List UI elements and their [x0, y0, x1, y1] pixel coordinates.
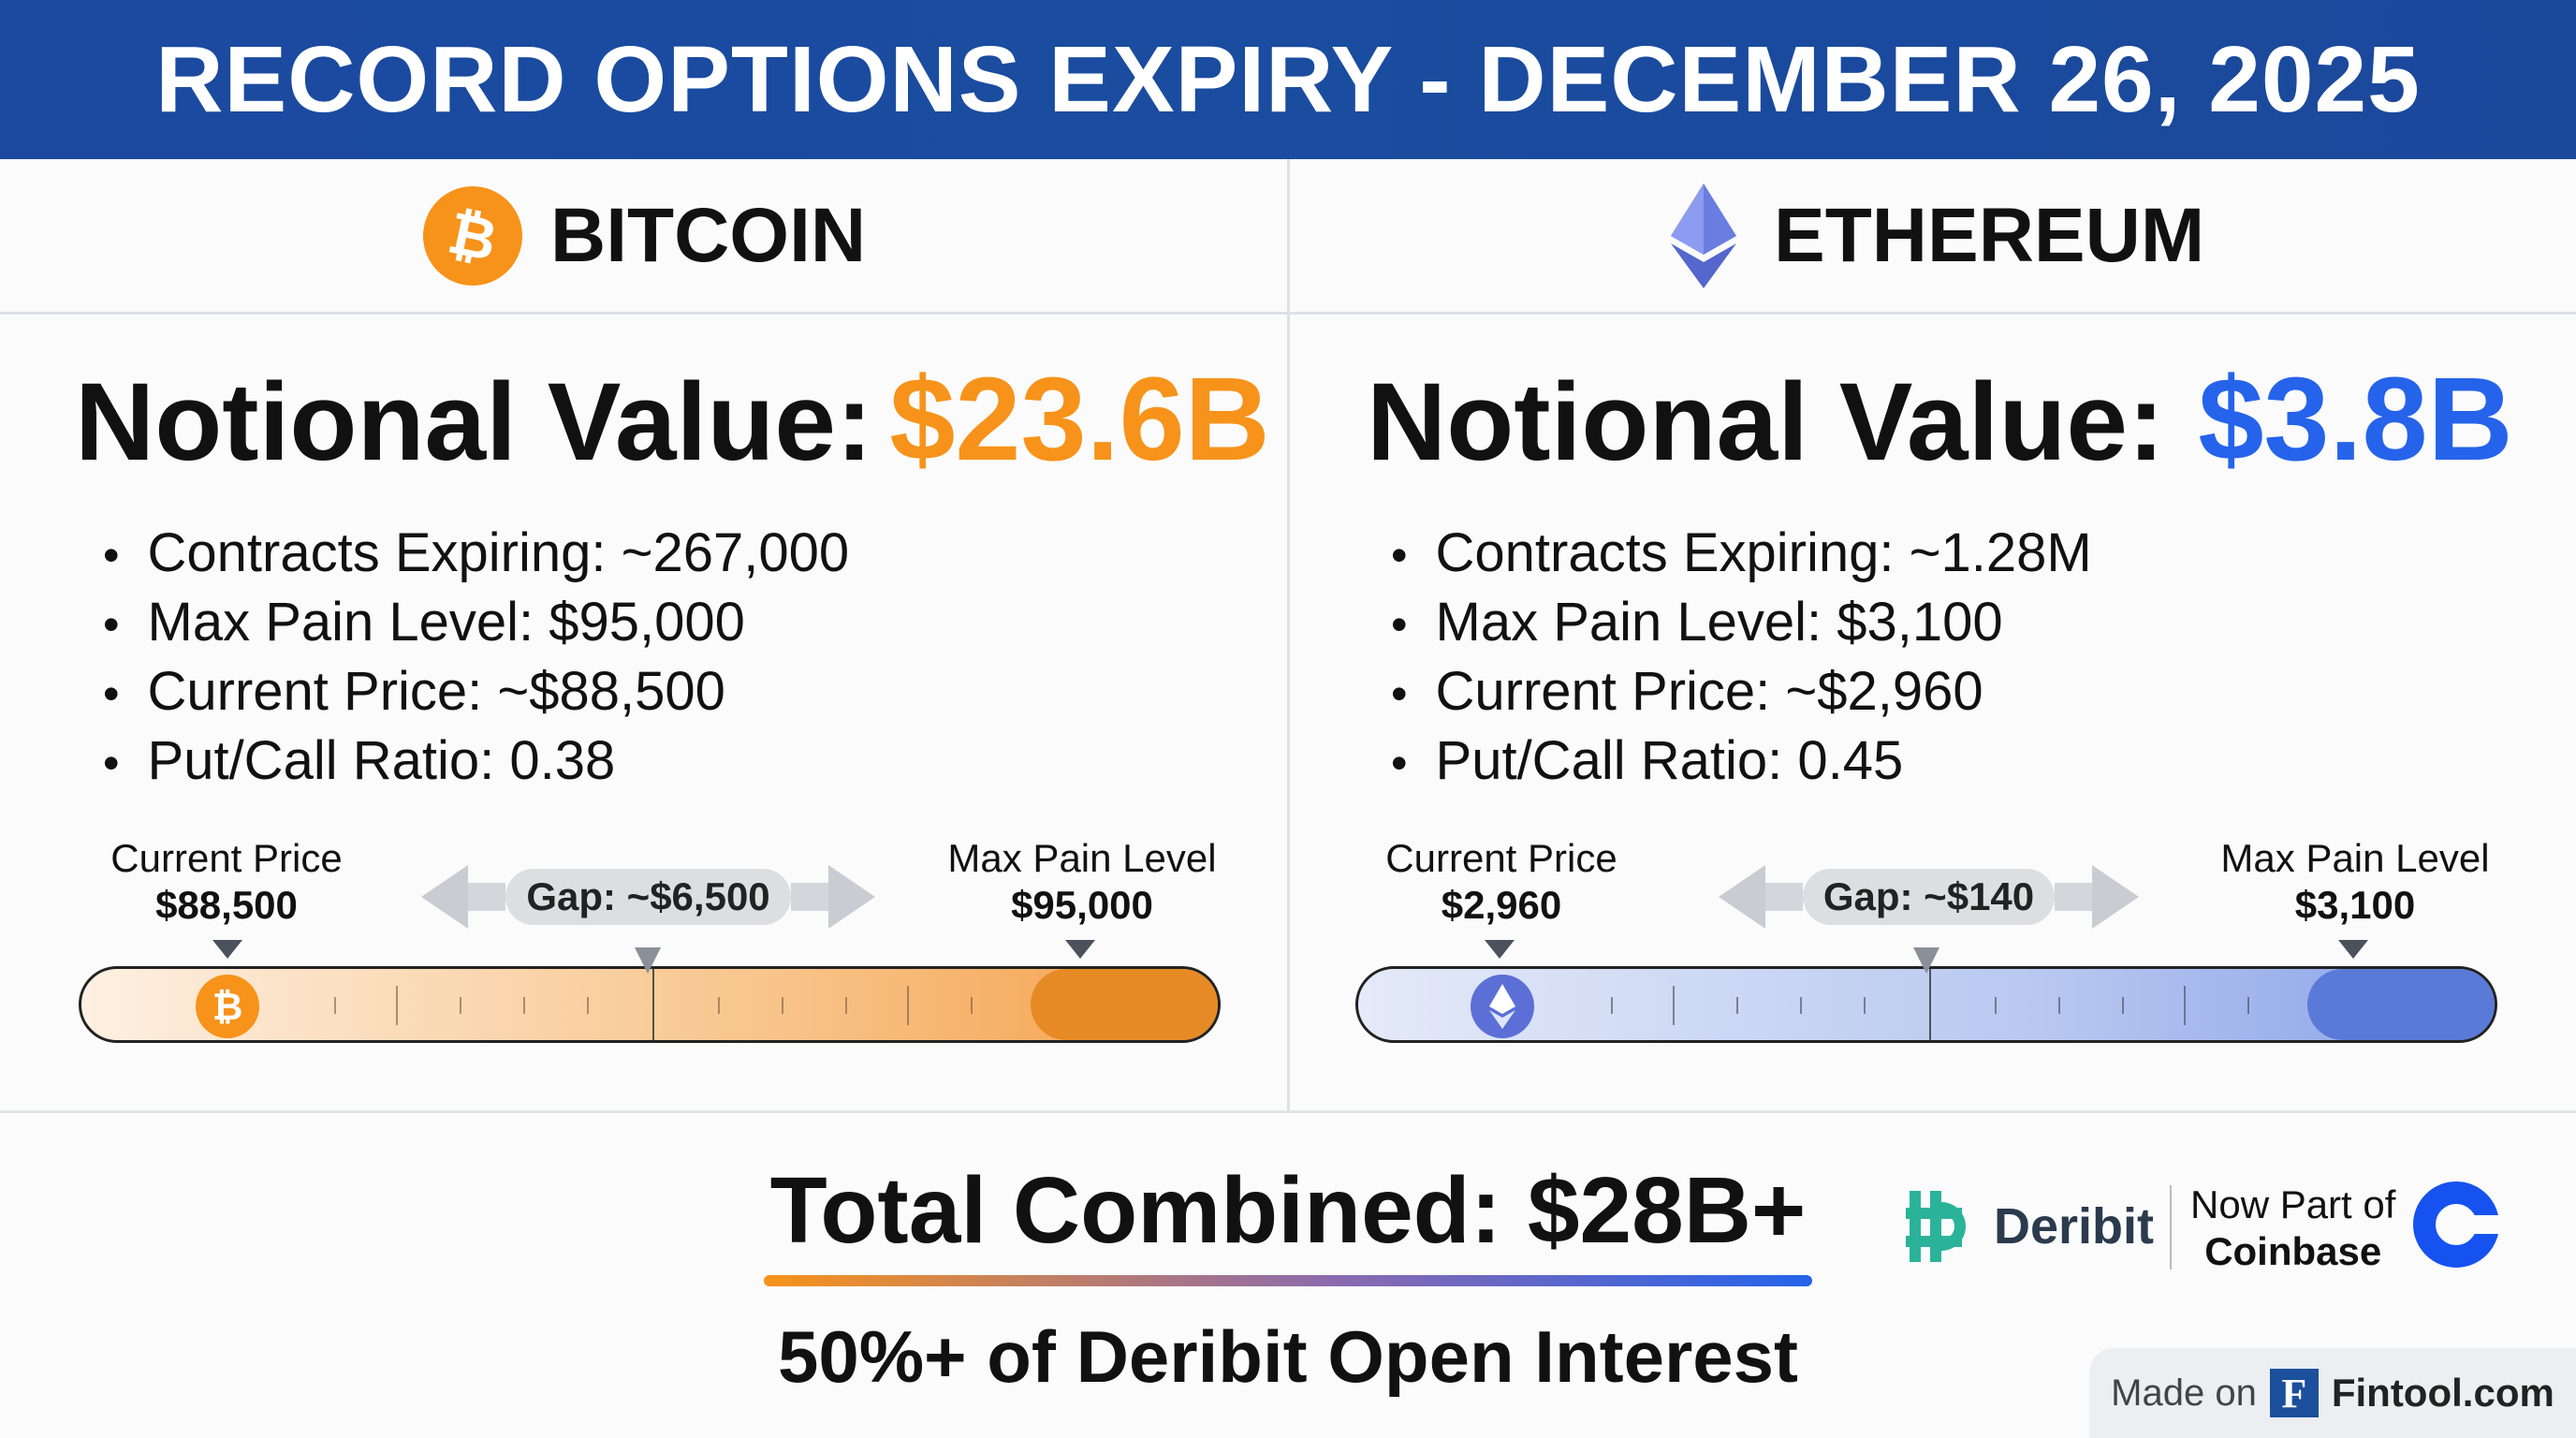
- value: $88,500: [155, 883, 298, 927]
- ethereum-notional: Notional Value: $3.8B: [1367, 351, 2513, 487]
- marker-icon: [1065, 940, 1095, 959]
- ethereum-price-bar: [1355, 966, 2497, 1043]
- coinbase-name: Coinbase: [2204, 1229, 2382, 1273]
- list-item: Contracts Expiring: ~267,000: [103, 520, 850, 589]
- arrow-right-icon: [827, 865, 875, 929]
- notional-value: $23.6B: [889, 353, 1270, 485]
- current-price-label: Current Price $2,960: [1342, 835, 1661, 929]
- ethereum-stats: Contracts Expiring: ~1.28M Max Pain Leve…: [1391, 520, 2092, 797]
- value: $2,960: [1441, 883, 1562, 927]
- gradient-underline: [764, 1275, 1812, 1286]
- bitcoin-header: ₿ BITCOIN: [423, 159, 866, 312]
- bitcoin-title: BITCOIN: [550, 192, 867, 278]
- notional-value: $3.8B: [2198, 353, 2513, 485]
- coinbase-text: Now Part of Coinbase: [2190, 1181, 2395, 1275]
- notional-label: Notional Value:: [1367, 360, 2165, 484]
- label: Max Pain Level: [2220, 836, 2490, 880]
- bitcoin-icon: ₿: [196, 975, 259, 1038]
- list-item: Max Pain Level: $95,000: [103, 589, 849, 658]
- ethereum-header: ETHEREUM: [1671, 159, 2204, 312]
- divider: [1287, 159, 1290, 1110]
- ethereum-icon: [1471, 975, 1534, 1038]
- fintool-logo-icon: F: [2269, 1369, 2319, 1417]
- list-item: Contracts Expiring: ~1.28M: [1391, 520, 2092, 589]
- value: $95,000: [1011, 883, 1153, 927]
- gap-indicator: Gap: ~$140: [1674, 859, 2184, 934]
- divider: [0, 1110, 2576, 1113]
- coinbase-icon: [2413, 1181, 2499, 1268]
- list-item: Current Price: ~$2,960: [1391, 658, 2092, 727]
- bitcoin-notional: Notional Value: $23.6B: [75, 351, 1270, 487]
- max-pain-label: Max Pain Level $95,000: [923, 835, 1241, 929]
- marker-icon: [212, 940, 242, 959]
- gap-label: Gap: ~$140: [1802, 869, 2056, 925]
- subtitle: 50%+ of Deribit Open Interest: [777, 1315, 1799, 1398]
- arrow-right-icon: [2092, 865, 2140, 929]
- list-item: Put/Call Ratio: 0.38: [103, 727, 849, 797]
- marker-icon: [1485, 940, 1515, 959]
- bitcoin-price-bar: ₿: [79, 966, 1221, 1043]
- current-price-label: Current Price $88,500: [67, 835, 386, 929]
- value: $3,100: [2294, 883, 2416, 927]
- label: Max Pain Level: [947, 836, 1217, 880]
- list-item: Put/Call Ratio: 0.45: [1391, 727, 2092, 797]
- total-combined: Total Combined: $28B+: [769, 1158, 1807, 1263]
- deribit-icon: [1906, 1191, 1966, 1262]
- gap-label: Gap: ~$6,500: [505, 869, 791, 925]
- ethereum-title: ETHEREUM: [1774, 192, 2205, 278]
- max-pain-label: Max Pain Level $3,100: [2196, 835, 2514, 929]
- arrow-left-icon: [1718, 865, 1765, 929]
- list-item: Max Pain Level: $3,100: [1391, 589, 2092, 658]
- page-title: RECORD OPTIONS EXPIRY - DECEMBER 26, 202…: [155, 26, 2421, 132]
- fintool-name: Fintool.com: [2331, 1371, 2554, 1415]
- label: Current Price: [110, 836, 343, 880]
- list-item: Current Price: ~$88,500: [103, 658, 849, 727]
- label: Current Price: [1385, 836, 1617, 880]
- gap-indicator: Gap: ~$6,500: [393, 859, 903, 934]
- notional-label: Notional Value:: [75, 360, 873, 484]
- bitcoin-icon: ₿: [423, 185, 522, 286]
- deribit-name: Deribit: [1994, 1198, 2155, 1255]
- divider: [2170, 1185, 2172, 1269]
- header-banner: RECORD OPTIONS EXPIRY - DECEMBER 26, 202…: [0, 0, 2576, 159]
- svg-text:₿: ₿: [212, 987, 243, 1028]
- bitcoin-stats: Contracts Expiring: ~267,000 Max Pain Le…: [103, 520, 850, 797]
- deribit-logo: Deribit: [1906, 1191, 2154, 1262]
- made-on-label: Made on: [2111, 1372, 2257, 1414]
- fintool-badge[interactable]: Made on F Fintool.com: [2089, 1348, 2576, 1438]
- marker-icon: [2338, 940, 2368, 959]
- ethereum-icon: [1671, 183, 1736, 288]
- arrow-left-icon: [421, 865, 469, 929]
- now-part-label: Now Part of: [2190, 1182, 2396, 1226]
